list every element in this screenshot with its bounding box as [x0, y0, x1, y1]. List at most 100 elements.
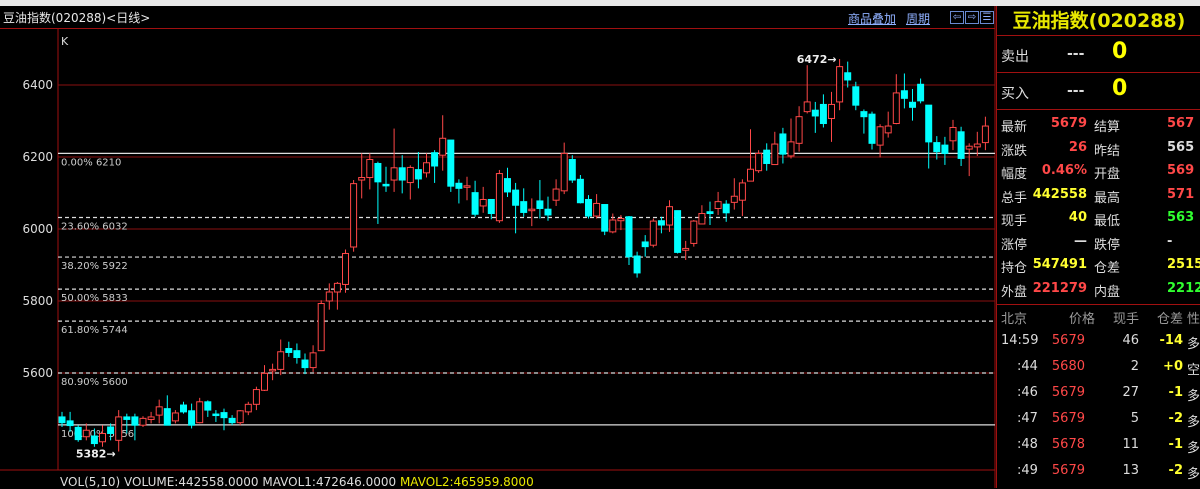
candle-body: [965, 145, 973, 150]
candle-body: [811, 109, 819, 117]
quote-label: 最高: [1094, 190, 1121, 206]
candle-body: [285, 348, 293, 353]
candle-body: [909, 101, 916, 108]
candle-body: [722, 203, 730, 214]
tick-row: :47 5679 5 -2 多: [997, 411, 1200, 437]
candle-body: [560, 152, 568, 192]
fib-level-label: 61.80% 5744: [61, 325, 128, 336]
quote-value: 563: [1167, 210, 1195, 225]
quote-value: —: [1074, 233, 1087, 249]
candle-body: [301, 359, 309, 369]
quote-row: 总手 442558 最高 571: [997, 187, 1200, 210]
tick-volume: 5: [1130, 411, 1139, 426]
candle-body: [447, 139, 455, 187]
panel-title: 豆油指数(020288): [997, 6, 1200, 36]
quote-label: 外盘: [1001, 284, 1028, 300]
arrow-left-icon[interactable]: ⇦: [950, 11, 964, 24]
arrow-right-icon[interactable]: ⇨: [965, 11, 979, 24]
fib-level-label: 80.90% 5600: [61, 377, 128, 388]
sell-price: ---: [1067, 46, 1085, 62]
candle-body: [423, 162, 430, 174]
candle-body: [730, 195, 738, 203]
vol-value: VOLUME:442558.0000: [124, 475, 259, 489]
tick-price: 5678: [1051, 437, 1085, 452]
tick-row: 14:59 5679 46 -14 多: [997, 333, 1200, 359]
candle-body: [99, 432, 106, 443]
candle-body: [455, 182, 463, 189]
tick-volume: 13: [1122, 463, 1139, 478]
candle-body: [374, 162, 382, 183]
quote-value: 0.46%: [1041, 163, 1087, 178]
tick-time: :48: [1017, 437, 1038, 452]
candle-body: [755, 152, 763, 172]
candle-body: [131, 416, 139, 426]
quote-value: 5679: [1050, 116, 1087, 131]
quote-label: 最低: [1094, 214, 1121, 229]
quote-value: 571: [1167, 186, 1195, 202]
candle-body: [309, 352, 317, 369]
tick-nature: 空: [1187, 363, 1200, 378]
candle-body: [957, 131, 965, 159]
tick-time: :49: [1017, 463, 1038, 478]
quote-label: 涨跌: [1001, 143, 1028, 159]
quote-value: 22127: [1167, 280, 1200, 296]
candle-body: [803, 101, 811, 113]
tick-price: 5679: [1051, 385, 1085, 400]
y-tick-label: 6200: [22, 150, 53, 164]
sell-row: 卖出 --- 0: [997, 36, 1200, 73]
indicator-label: K: [61, 35, 69, 48]
candle-body: [568, 159, 576, 181]
candle-body: [504, 178, 511, 193]
quote-label: 持仓: [1001, 261, 1028, 276]
candle-body: [244, 403, 252, 413]
candle-body: [844, 72, 852, 81]
candle-body: [317, 303, 325, 352]
quote-row: 外盘 221279 内盘 22127: [997, 281, 1200, 304]
buy-volume: 0: [1112, 76, 1128, 101]
candle-body: [763, 149, 771, 164]
sell-label: 卖出: [1001, 49, 1029, 65]
candle-body: [293, 350, 301, 359]
candle-body: [617, 218, 625, 222]
overlay-commodity-link[interactable]: 商品叠加: [848, 12, 897, 26]
tick-oi-change: -2: [1168, 463, 1183, 478]
candle-body: [747, 168, 754, 182]
candle-body: [633, 255, 641, 274]
tick-oi-change: -1: [1168, 385, 1183, 400]
candle-body: [431, 152, 439, 167]
candle-body: [147, 416, 155, 420]
tick-price: 5680: [1051, 359, 1085, 374]
tick-time: :46: [1017, 385, 1038, 400]
fib-level-label: 0.00% 6210: [61, 157, 121, 168]
candle-body: [220, 412, 228, 419]
tick-price: 5679: [1051, 463, 1085, 478]
candle-body: [528, 208, 536, 212]
period-link[interactable]: 周期: [906, 12, 931, 26]
candle-body: [390, 167, 398, 181]
tick-oi-change: -14: [1159, 333, 1184, 348]
layout-icon[interactable]: ☰: [980, 11, 994, 24]
candle-body: [657, 220, 665, 226]
candle-body: [139, 417, 147, 426]
candle-body: [82, 429, 90, 438]
th-price: 价格: [1069, 312, 1096, 327]
ticks-header: 北京 价格 现手 仓差 性: [997, 308, 1200, 334]
fib-level-label: 38.20% 5922: [61, 261, 128, 272]
candle-body: [828, 103, 835, 119]
fib-level-label: 50.00% 5833: [61, 293, 128, 304]
candle-body: [738, 182, 746, 201]
quote-label: 现手: [1001, 214, 1028, 229]
candle-body: [115, 416, 123, 441]
candle-body: [544, 208, 552, 216]
candle-body: [900, 90, 908, 99]
candle-body: [277, 351, 285, 370]
tick-price: 5679: [1051, 411, 1085, 426]
candle-body: [180, 404, 187, 413]
candle-body: [682, 247, 690, 251]
candle-body: [933, 142, 941, 153]
tick-nature: 多: [1187, 415, 1200, 430]
candle-body: [463, 185, 471, 188]
tick-nature: 多: [1187, 337, 1200, 352]
quote-row: 现手 40 最低 563: [997, 210, 1200, 233]
